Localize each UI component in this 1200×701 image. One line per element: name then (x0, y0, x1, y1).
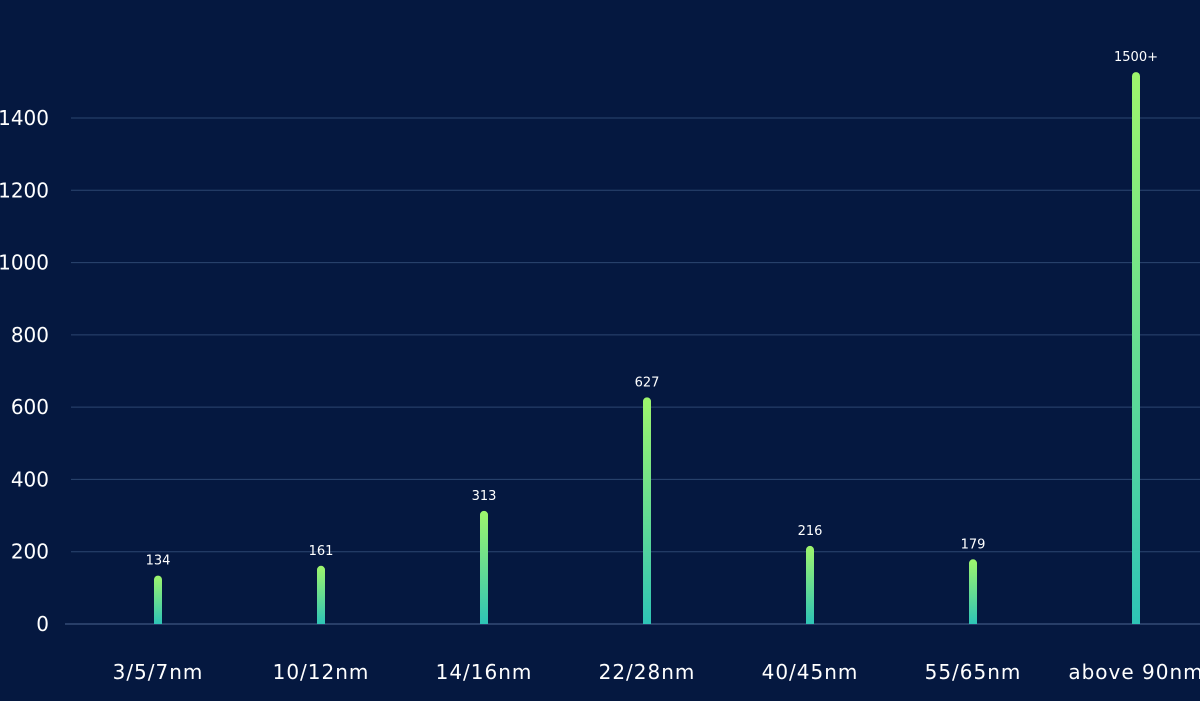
y-tick-label: 200 (11, 540, 49, 564)
x-tick-label: 40/45nm (762, 660, 859, 684)
x-tick-label: above 90nm (1068, 660, 1200, 684)
y-tick-label: 800 (11, 323, 49, 347)
bar-above 90nm (1132, 72, 1140, 624)
bar-3/5/7nm (154, 575, 162, 624)
x-tick-label: 3/5/7nm (113, 660, 204, 684)
data-label: 216 (798, 524, 823, 539)
x-tick-label: 55/65nm (925, 660, 1022, 684)
y-tick-label: 400 (11, 467, 49, 491)
y-tick-label: 0 (36, 612, 49, 636)
bar-55/65nm (969, 559, 977, 624)
data-label: 134 (146, 554, 171, 569)
y-tick-label: 1200 (0, 178, 49, 202)
y-tick-label: 600 (11, 395, 49, 419)
bar-22/28nm (643, 397, 651, 624)
data-label: 1500+ (1114, 50, 1158, 65)
data-label: 161 (309, 544, 334, 559)
bar-14/16nm (480, 510, 488, 624)
bar-40/45nm (806, 545, 814, 624)
y-tick-label: 1000 (0, 251, 49, 275)
x-tick-label: 10/12nm (273, 660, 370, 684)
data-label: 313 (472, 489, 497, 504)
x-tick-label: 22/28nm (599, 660, 696, 684)
bar-10/12nm (317, 565, 325, 624)
data-label: 179 (961, 537, 986, 552)
y-tick-label: 1400 (0, 106, 49, 130)
data-label: 627 (635, 375, 660, 390)
x-tick-label: 14/16nm (436, 660, 533, 684)
